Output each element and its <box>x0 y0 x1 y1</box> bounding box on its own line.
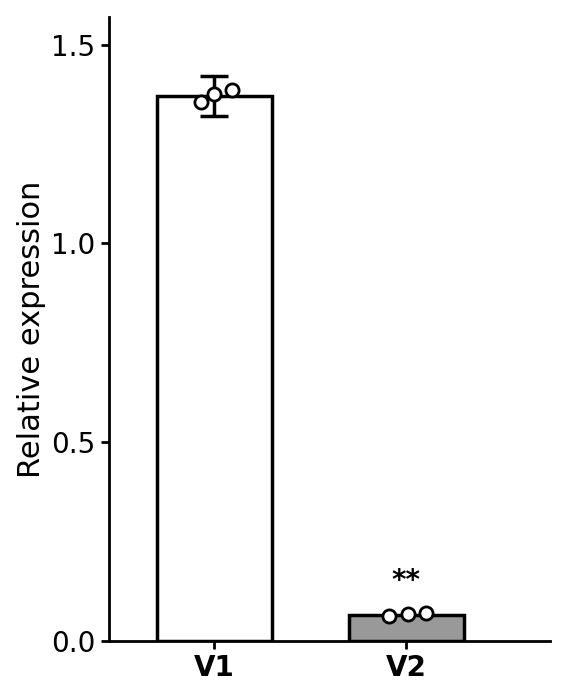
Point <box>421 607 430 618</box>
Bar <box>349 615 464 641</box>
Point <box>384 610 393 621</box>
Point <box>196 96 205 108</box>
Point <box>404 609 413 620</box>
Y-axis label: Relative expression: Relative expression <box>16 180 46 477</box>
Bar <box>157 96 272 641</box>
Text: **: ** <box>392 568 421 596</box>
Point <box>227 85 236 96</box>
Point <box>210 89 219 100</box>
